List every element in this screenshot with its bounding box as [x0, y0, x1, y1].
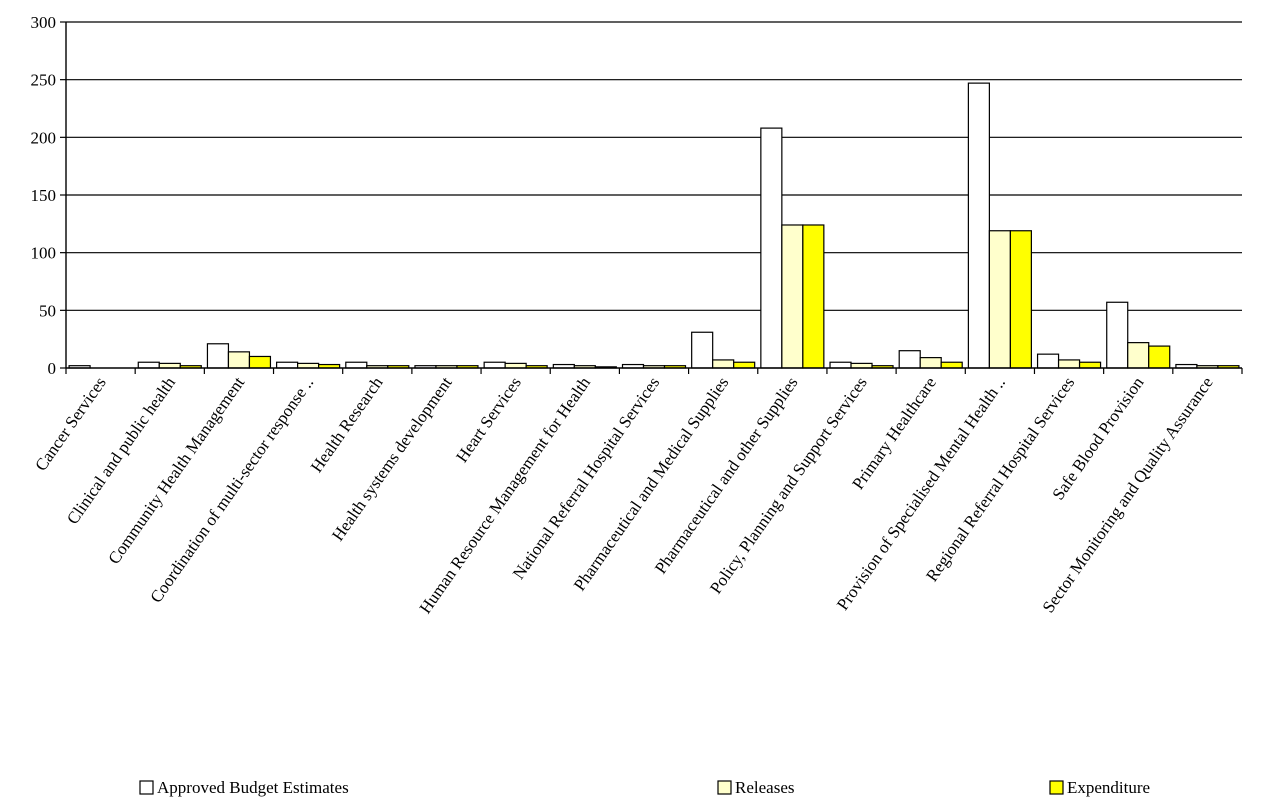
x-tick-label: National Referral Hospital Services	[509, 373, 663, 582]
bar	[1009, 230, 1032, 369]
x-tick-label: Heart Services	[452, 373, 525, 465]
bar	[1127, 342, 1150, 369]
bar	[829, 361, 852, 369]
bar	[227, 351, 251, 369]
y-tick-label: 250	[31, 71, 57, 90]
legend-label: Releases	[735, 778, 794, 797]
y-tick-labels: 0 50 100 150 200 250 300	[31, 13, 66, 378]
bar	[802, 224, 825, 369]
bar	[733, 361, 756, 369]
y-tick-label: 300	[31, 13, 57, 32]
bar	[483, 361, 506, 369]
bars	[68, 82, 1240, 369]
x-tick-label: Health Research	[307, 373, 387, 476]
legend-label: Expenditure	[1067, 778, 1150, 797]
x-tick-label: Community Health Management	[104, 373, 248, 567]
legend: Approved Budget Estimates Releases Expendi…	[139, 778, 1150, 797]
legend-swatch	[717, 780, 732, 795]
bar	[760, 127, 783, 369]
y-tick-label: 200	[31, 128, 57, 147]
axes	[65, 22, 1243, 374]
x-tick-label: Pharmaceutical and other Supplies	[651, 373, 802, 577]
y-tick-label: 150	[31, 186, 57, 205]
y-gridlines	[66, 21, 1242, 311]
y-tick-label: 100	[31, 244, 57, 263]
bar	[1106, 301, 1129, 369]
legend-label: Approved Budget Estimates	[157, 778, 349, 797]
y-tick-label: 0	[48, 359, 57, 378]
bar	[345, 361, 368, 369]
bar	[206, 343, 230, 369]
bar	[712, 359, 735, 369]
bar	[781, 224, 804, 369]
bar	[137, 361, 160, 369]
bar	[967, 82, 990, 369]
bar	[248, 355, 272, 369]
x-tick-label: Cancer Services	[31, 373, 110, 474]
bar	[691, 331, 714, 369]
bar	[1036, 353, 1060, 369]
bar	[1148, 345, 1171, 369]
x-tick-label: Regional Referral Hospital Services	[922, 373, 1078, 585]
bar	[919, 357, 942, 369]
bar	[940, 361, 963, 369]
legend-swatch	[139, 780, 154, 795]
bar	[1078, 361, 1102, 369]
x-tick-label: Health systems development	[328, 373, 456, 544]
bar	[276, 361, 299, 369]
legend-swatch	[1049, 780, 1064, 795]
y-tick-label: 50	[39, 301, 56, 320]
bar	[988, 230, 1011, 369]
bar	[1057, 359, 1081, 369]
bar	[898, 350, 921, 369]
